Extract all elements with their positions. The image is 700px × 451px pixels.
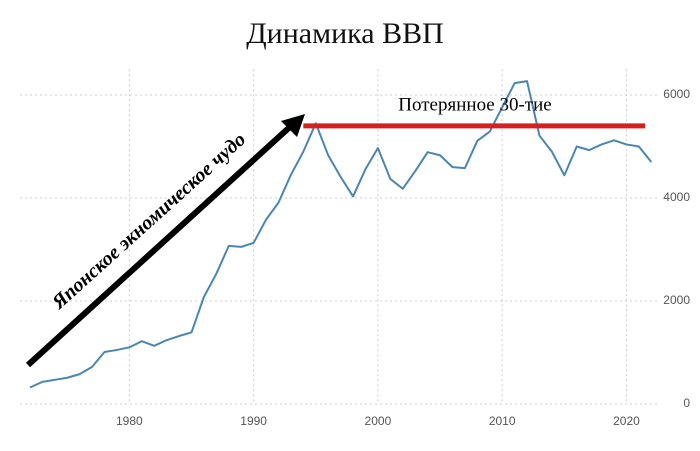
x-tick-label: 2000 bbox=[365, 414, 392, 428]
y-tick-label: 0 bbox=[683, 396, 690, 410]
arrow-shaft bbox=[25, 122, 295, 368]
y-tick-label: 6000 bbox=[663, 87, 690, 101]
x-tick-label: 2020 bbox=[613, 414, 640, 428]
chart-title: Динамика ВВП bbox=[246, 17, 444, 50]
annotation-text: Потерянное 30-тие bbox=[398, 94, 551, 115]
x-tick-label: 2010 bbox=[489, 414, 516, 428]
y-tick-label: 2000 bbox=[663, 293, 690, 307]
grid: 0 2000 4000 6000 1980 1990 2000 2010 2020 bbox=[20, 69, 690, 428]
annotation-text: Японское экномическое чудо bbox=[47, 128, 250, 314]
y-tick-label: 4000 bbox=[663, 190, 690, 204]
arrow-head bbox=[281, 114, 305, 137]
plot bbox=[29, 80, 653, 389]
x-tick-label: 1990 bbox=[240, 414, 267, 428]
x-tick-label: 1980 bbox=[116, 414, 143, 428]
data-line bbox=[29, 80, 653, 389]
